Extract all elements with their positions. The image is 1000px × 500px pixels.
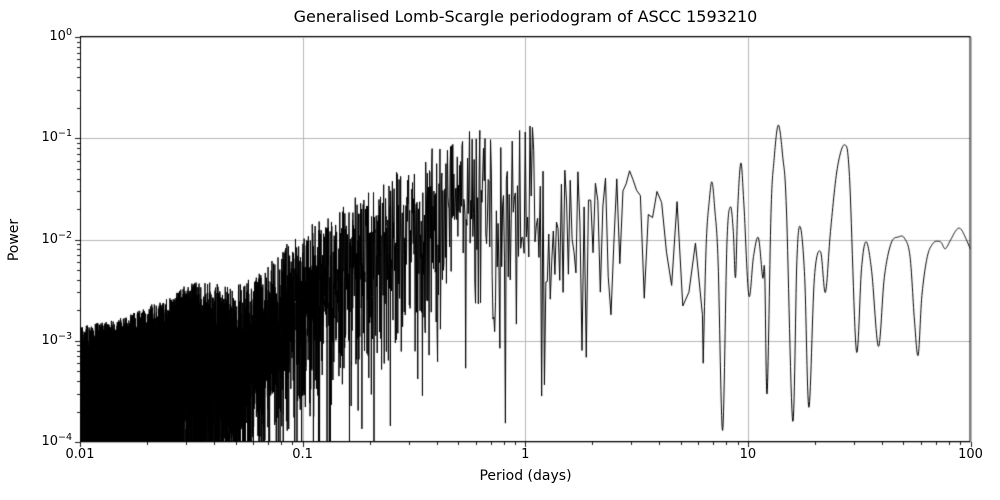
x-tick-label-3: 10 — [739, 447, 757, 462]
y-tick-base: 10 — [41, 231, 58, 247]
y-tick-exponent: −2 — [57, 229, 72, 241]
y-tick-label-2: 10−2 — [0, 229, 72, 250]
x-tick-label-0: 0.01 — [65, 447, 95, 462]
y-tick-base: 10 — [41, 332, 58, 348]
y-tick-base: 10 — [49, 29, 66, 44]
x-axis-label: Period (days) — [479, 468, 572, 484]
x-tick-label-2: 1 — [521, 447, 530, 462]
y-tick-base: 10 — [41, 434, 58, 449]
y-tick-exponent: −3 — [57, 330, 72, 342]
y-tick-label-0: 100 — [0, 27, 72, 47]
y-tick-label-4: 10−4 — [0, 432, 72, 452]
y-tick-exponent: 0 — [65, 27, 72, 38]
y-tick-label-3: 10−3 — [0, 330, 72, 351]
y-tick-base: 10 — [41, 130, 58, 146]
y-tick-exponent: −4 — [57, 432, 72, 443]
chart-title: Generalised Lomb-Scargle periodogram of … — [293, 7, 758, 26]
x-tick-label-4: 100 — [958, 447, 983, 462]
y-tick-label-1: 10−1 — [0, 128, 72, 148]
x-tick-label-1: 0.1 — [292, 447, 313, 462]
y-tick-exponent: −1 — [57, 128, 72, 140]
